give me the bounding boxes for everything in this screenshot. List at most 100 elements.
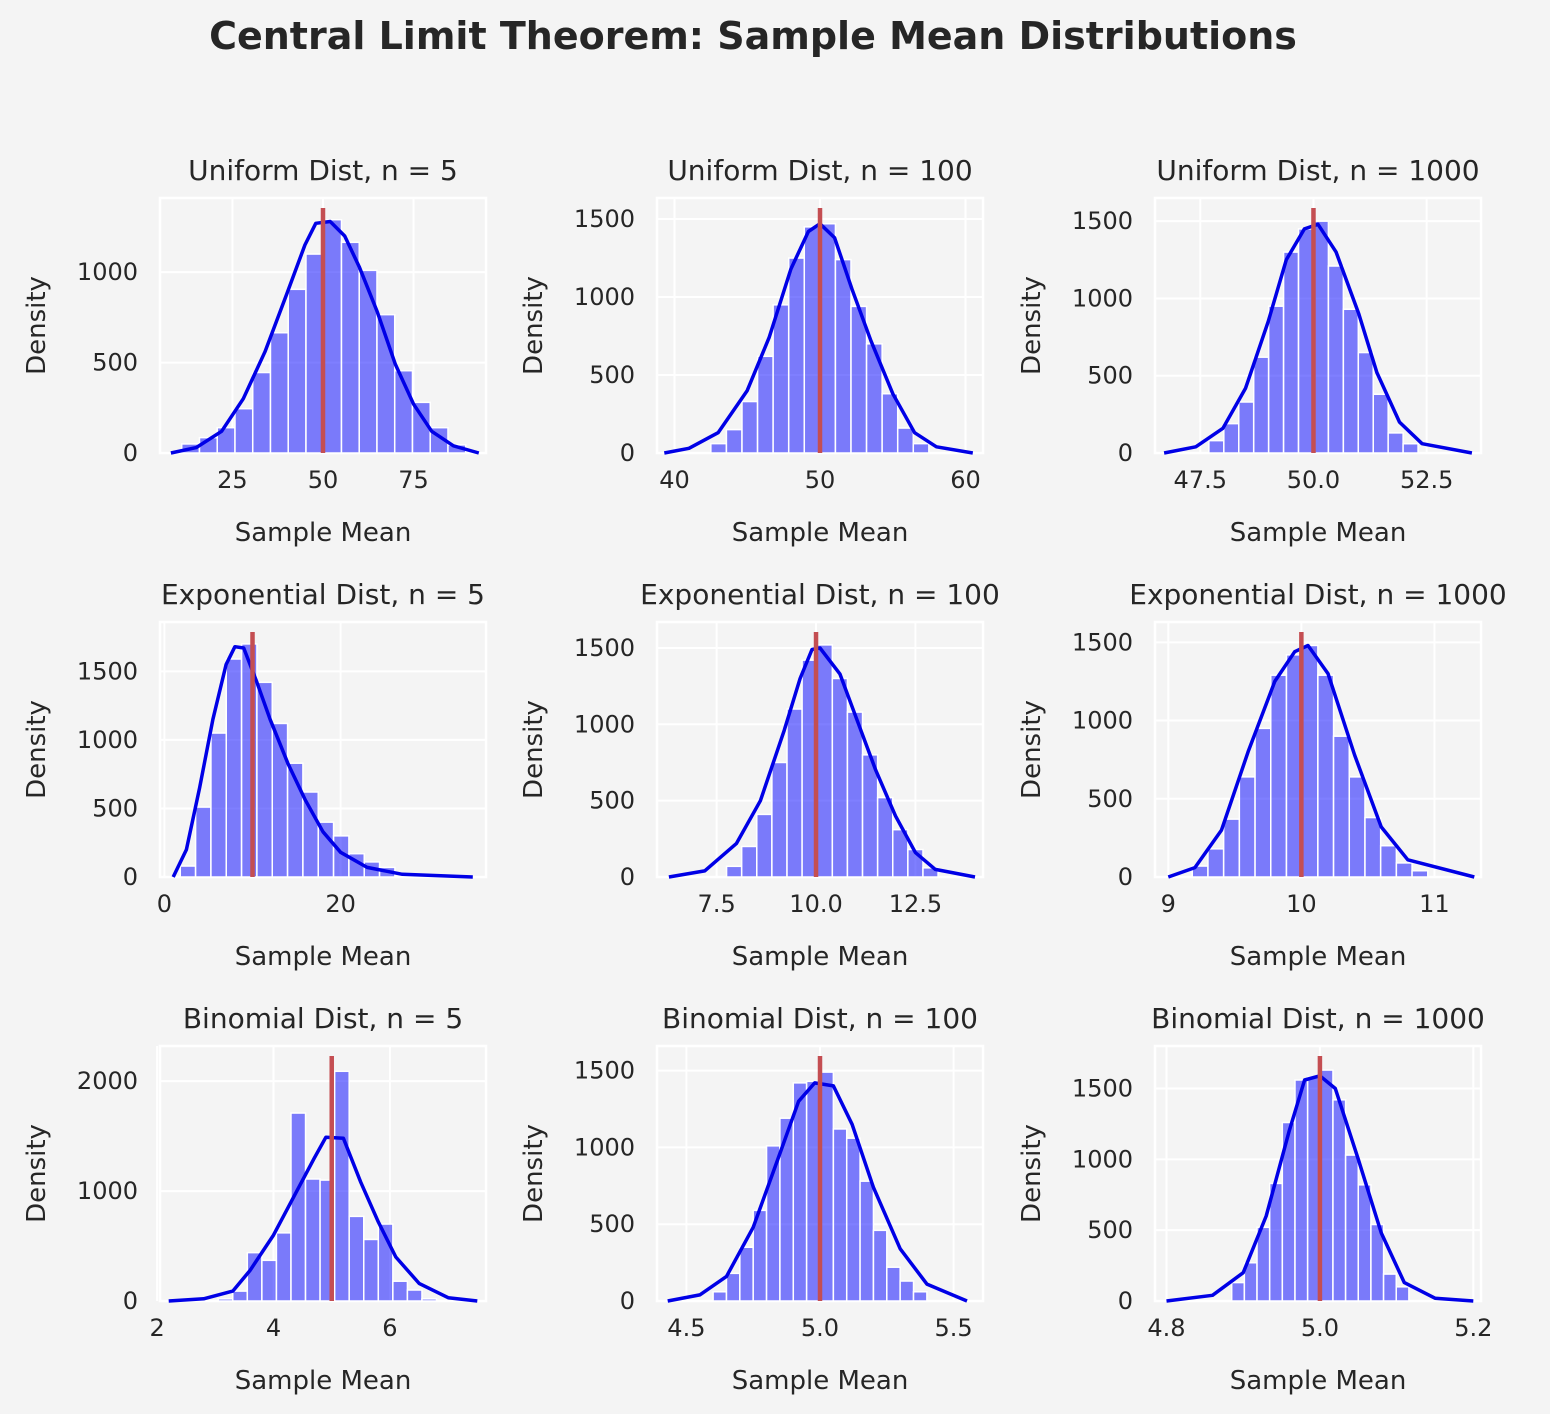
x-axis-label: Sample Mean [1230, 1366, 1407, 1396]
histogram-bar [1319, 1069, 1334, 1302]
y-tick-label: 500 [589, 787, 635, 815]
histogram-bar [1252, 356, 1270, 454]
histogram-bar [872, 1229, 888, 1302]
subplot-title: Uniform Dist, n = 1000 [1156, 154, 1479, 187]
subplot-1: 25 50 75 0 500 1000 Uniform Dist, n = 5 Sample … [22, 154, 488, 548]
histogram-bar [845, 1137, 861, 1302]
x-tick-label: 4 [266, 1314, 281, 1342]
y-tick-label: 0 [123, 1287, 138, 1315]
y-tick-label: 1000 [77, 1177, 138, 1205]
subplot-title: Exponential Dist, n = 100 [640, 578, 1000, 611]
subplot-title: Exponential Dist, n = 5 [161, 578, 485, 611]
y-tick-label: 0 [123, 439, 138, 467]
kde-line [168, 1135, 478, 1303]
histogram-bar [290, 1112, 307, 1302]
y-tick-label: 500 [92, 349, 138, 377]
x-tick-label: 5.0 [1301, 1314, 1339, 1342]
y-axis-label: Density [519, 1124, 549, 1223]
x-tick-label: 47.5 [1174, 466, 1227, 494]
y-tick-label: 500 [1087, 362, 1133, 390]
histogram-bar [1332, 1099, 1347, 1302]
histogram-bar [251, 371, 272, 454]
histogram-bar [261, 1259, 278, 1302]
subplot-8: 4.5 5.0 5.5 0 500 1000 1500 Binomial Dist, n = … [519, 1002, 985, 1396]
x-tick-label: 7.5 [698, 890, 736, 918]
histogram-bar [712, 1291, 728, 1302]
y-axis-label: Density [22, 700, 52, 799]
histogram-bar [1402, 442, 1419, 454]
histogram-bar [1223, 422, 1240, 454]
histogram-bar [1395, 862, 1413, 878]
histogram-bar [912, 442, 930, 454]
x-tick-label: 60 [950, 466, 981, 494]
y-axis-label: Density [1017, 700, 1047, 799]
x-axis-label: Sample Mean [235, 942, 412, 972]
x-tick-label: 75 [398, 466, 429, 494]
y-tick-label: 1000 [1072, 284, 1133, 312]
histogram-bar [1294, 1079, 1309, 1302]
y-tick-label: 1000 [574, 1133, 635, 1161]
histogram-bar [232, 1290, 249, 1302]
x-tick-label: 5.0 [801, 1314, 839, 1342]
x-tick-label: 5.2 [1454, 1314, 1492, 1342]
histogram-bar [756, 355, 774, 454]
kde-line [170, 219, 480, 455]
histogram-bar [1379, 844, 1398, 878]
histogram-bar [287, 288, 307, 454]
histogram-bar [725, 1272, 741, 1302]
x-tick-label: 50 [805, 466, 836, 494]
x-tick-label: 20 [325, 890, 356, 918]
histogram-bar [421, 1298, 438, 1302]
histogram-bar [725, 428, 743, 454]
y-tick-label: 1000 [77, 726, 138, 754]
x-tick-label: 6 [382, 1314, 397, 1342]
histogram-bar [1238, 401, 1255, 454]
histogram-bar [772, 304, 790, 454]
x-axis-label: Sample Mean [732, 1366, 909, 1396]
y-axis-label: Density [1017, 276, 1047, 375]
y-tick-label: 0 [123, 863, 138, 891]
subplot-title: Uniform Dist, n = 100 [667, 154, 972, 187]
histogram-bar [896, 427, 915, 454]
x-tick-label: 9 [1161, 890, 1176, 918]
histogram-bar [1208, 439, 1225, 454]
histogram-bar [363, 1238, 380, 1302]
x-tick-label: 11 [1419, 890, 1450, 918]
y-tick-label: 1000 [77, 258, 138, 286]
histogram-bar [234, 407, 254, 454]
x-tick-label: 4.5 [667, 1314, 705, 1342]
subplot-2: 40 50 60 0 500 1000 1500 Uniform Dist, n = 100 S… [519, 154, 985, 548]
histogram-bar [179, 865, 197, 878]
x-tick-label: 2 [149, 1314, 164, 1342]
histogram-bar [876, 796, 894, 878]
x-axis-label: Sample Mean [235, 518, 412, 548]
y-tick-label: 0 [1118, 1287, 1133, 1315]
histogram-bar [803, 226, 821, 454]
subplot-7: 2 4 6 0 1000 2000 Binomial Dist, n = 5 Sample M… [22, 1002, 488, 1396]
histogram-bar [1411, 869, 1429, 878]
histogram-bar [710, 442, 728, 454]
histogram-bar [1301, 644, 1319, 878]
subplot-title: Binomial Dist, n = 1000 [1151, 1002, 1485, 1035]
x-tick-label: 5.5 [935, 1314, 973, 1342]
histogram-bar [771, 761, 788, 878]
histogram-bar [322, 218, 343, 454]
kde-line [667, 1081, 968, 1303]
histogram-bar [1372, 393, 1389, 454]
y-tick-label: 2000 [77, 1067, 138, 1095]
histogram-bar [1317, 674, 1335, 878]
histogram-bar [225, 658, 243, 878]
histogram-bar [739, 1246, 754, 1302]
histogram-bar [210, 732, 228, 878]
subplot-9: 4.8 5.0 5.2 0 500 1000 1500 Binomial Dist, n = … [1017, 1002, 1492, 1396]
y-tick-label: 0 [1118, 439, 1133, 467]
y-tick-label: 1000 [1072, 707, 1133, 735]
histogram-bar [741, 400, 759, 454]
y-tick-label: 1500 [574, 634, 635, 662]
y-tick-label: 500 [1087, 785, 1133, 813]
histogram-bar [725, 865, 743, 878]
x-tick-label: 10.0 [789, 890, 842, 918]
histogram-bar [1348, 776, 1366, 878]
subplot-title: Binomial Dist, n = 100 [662, 1002, 978, 1035]
